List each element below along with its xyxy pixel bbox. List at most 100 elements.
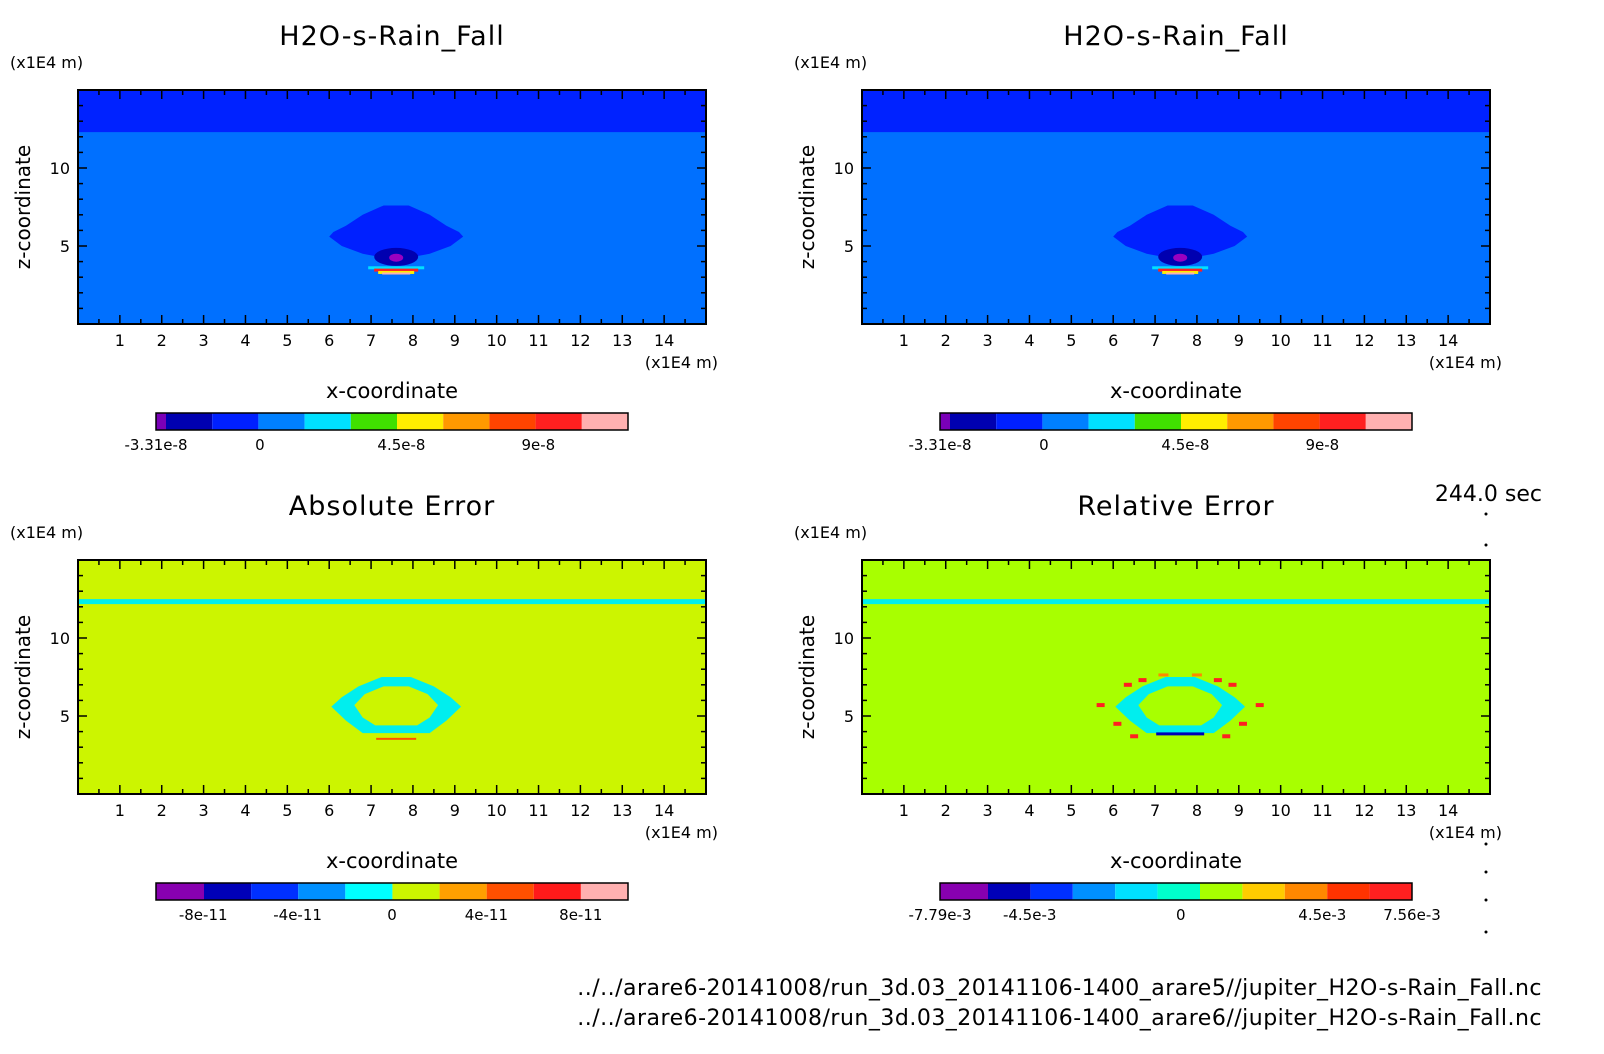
x-tick-label: 14	[654, 331, 674, 350]
x-tick-label: 6	[1108, 331, 1118, 350]
y-tick-label: 10	[50, 629, 70, 648]
error-speck	[1228, 682, 1237, 687]
x-unit-label: (x1E4 m)	[1429, 353, 1502, 372]
error-speck	[376, 737, 417, 740]
rain-fall-band	[1162, 270, 1199, 274]
x-tick-label: 12	[1354, 801, 1374, 820]
colorbar-label: 0	[1176, 906, 1186, 924]
x-tick-label: 4	[1024, 331, 1034, 350]
x-tick-label: 6	[324, 801, 334, 820]
colorbar-frame	[939, 882, 1413, 901]
y-axis-label: z-coordinate	[795, 145, 819, 269]
x-tick-label: 11	[1312, 801, 1332, 820]
x-tick-label: 8	[1192, 801, 1202, 820]
colorbar-swatch	[298, 883, 346, 900]
x-unit-label: (x1E4 m)	[645, 353, 718, 372]
x-tick-label: 3	[983, 801, 993, 820]
colorbar-swatch	[1327, 883, 1370, 900]
x-axis-label: x-coordinate	[326, 849, 458, 873]
x-tick-label: 9	[450, 331, 460, 350]
x-unit-label: (x1E4 m)	[645, 823, 718, 842]
colorbar-swatch	[996, 413, 1043, 430]
colorbar-swatch	[489, 413, 536, 430]
colorbar-swatch	[1365, 413, 1412, 430]
colorbar-label: 0	[387, 906, 397, 924]
x-tick-label: 9	[1234, 801, 1244, 820]
rain-fall-band	[378, 270, 415, 274]
x-tick-label: 3	[199, 331, 209, 350]
colorbar-swatch	[1181, 413, 1228, 430]
colorbar-label: -3.31e-8	[125, 436, 188, 454]
x-tick-label: 2	[941, 331, 951, 350]
x-tick-label: 5	[282, 801, 292, 820]
colorbar-swatch	[392, 883, 440, 900]
x-tick-label: 7	[366, 801, 376, 820]
error-speck	[1191, 673, 1202, 677]
x-tick-label: 1	[115, 331, 125, 350]
x-tick-label: 2	[941, 801, 951, 820]
colorbar-swatch	[439, 883, 487, 900]
error-speck	[1130, 734, 1139, 739]
colorbar-swatch	[1042, 413, 1089, 430]
x-tick-label: 4	[1024, 801, 1034, 820]
margin-dot	[1484, 870, 1488, 874]
x-tick-label: 1	[899, 801, 909, 820]
x-tick-label: 5	[1066, 331, 1076, 350]
y-axis-label: z-coordinate	[11, 145, 35, 269]
x-unit-label: (x1E4 m)	[1429, 823, 1502, 842]
colorbar-label: 0	[1039, 436, 1049, 454]
x-tick-label: 12	[1354, 331, 1374, 350]
error-speck	[1158, 673, 1169, 677]
x-tick-label: 14	[1438, 331, 1458, 350]
error-speck	[1138, 678, 1147, 683]
x-tick-label: 12	[570, 331, 590, 350]
colorbar-swatch	[533, 883, 581, 900]
x-axis-label: x-coordinate	[1110, 379, 1242, 403]
colorbar-swatch	[166, 413, 213, 430]
x-tick-label: 7	[366, 331, 376, 350]
y-tick-label: 10	[834, 159, 854, 178]
y-tick-label: 5	[844, 707, 854, 726]
chart-title: Absolute Error	[289, 491, 495, 522]
chart-panel-2: H2O-s-Rain_Fall(x1E4 m)1 2 3 4 5 6 7 8 9 10 11 12 13…	[794, 21, 1502, 454]
y-tick-label: 5	[844, 237, 854, 256]
colorbar-swatch	[1115, 883, 1158, 900]
y-tick-label: 5	[60, 707, 70, 726]
colorbar-label: 4.5e-3	[1298, 906, 1346, 924]
colorbar-label: 0	[255, 436, 265, 454]
rain-blob-center	[389, 253, 404, 262]
rain-fall-band	[1166, 272, 1195, 275]
y-tick-label: 10	[834, 629, 854, 648]
colorbar-swatch	[1030, 883, 1073, 900]
rain-fall-band	[368, 266, 425, 270]
x-tick-label: 11	[528, 801, 548, 820]
colorbar-label: 7.56e-3	[1383, 906, 1441, 924]
colorbar-swatch	[1200, 883, 1243, 900]
x-tick-label: 13	[612, 801, 632, 820]
y-tick-label: 5	[60, 237, 70, 256]
colorbar-swatch	[1369, 883, 1412, 900]
x-tick-label: 4	[240, 331, 250, 350]
x-tick-label: 4	[240, 801, 250, 820]
x-tick-label: 11	[1312, 331, 1332, 350]
margin-dot	[1484, 930, 1488, 934]
colorbar-swatch	[1088, 413, 1135, 430]
colorbar-label: -4e-11	[273, 906, 322, 924]
margin-dot	[1484, 898, 1488, 902]
chart-panel-3: Absolute Error(x1E4 m)1 2 3 4 5 6 7 8 9 10 11 12 13 1…	[10, 491, 718, 924]
y-axis-label: z-coordinate	[11, 615, 35, 739]
error-speck	[1123, 682, 1132, 687]
x-tick-label: 5	[1066, 801, 1076, 820]
x-tick-label: 2	[157, 331, 167, 350]
x-tick-label: 5	[282, 331, 292, 350]
colorbar-swatch	[950, 413, 997, 430]
x-tick-label: 14	[1438, 801, 1458, 820]
y-unit-label: (x1E4 m)	[10, 523, 83, 542]
x-tick-label: 13	[612, 331, 632, 350]
error-speck	[1113, 721, 1122, 726]
margin-dot	[1484, 512, 1488, 516]
colorbar-swatch	[212, 413, 259, 430]
colorbar-swatch	[345, 883, 393, 900]
colorbar-swatch	[1134, 413, 1181, 430]
x-tick-label: 6	[324, 331, 334, 350]
